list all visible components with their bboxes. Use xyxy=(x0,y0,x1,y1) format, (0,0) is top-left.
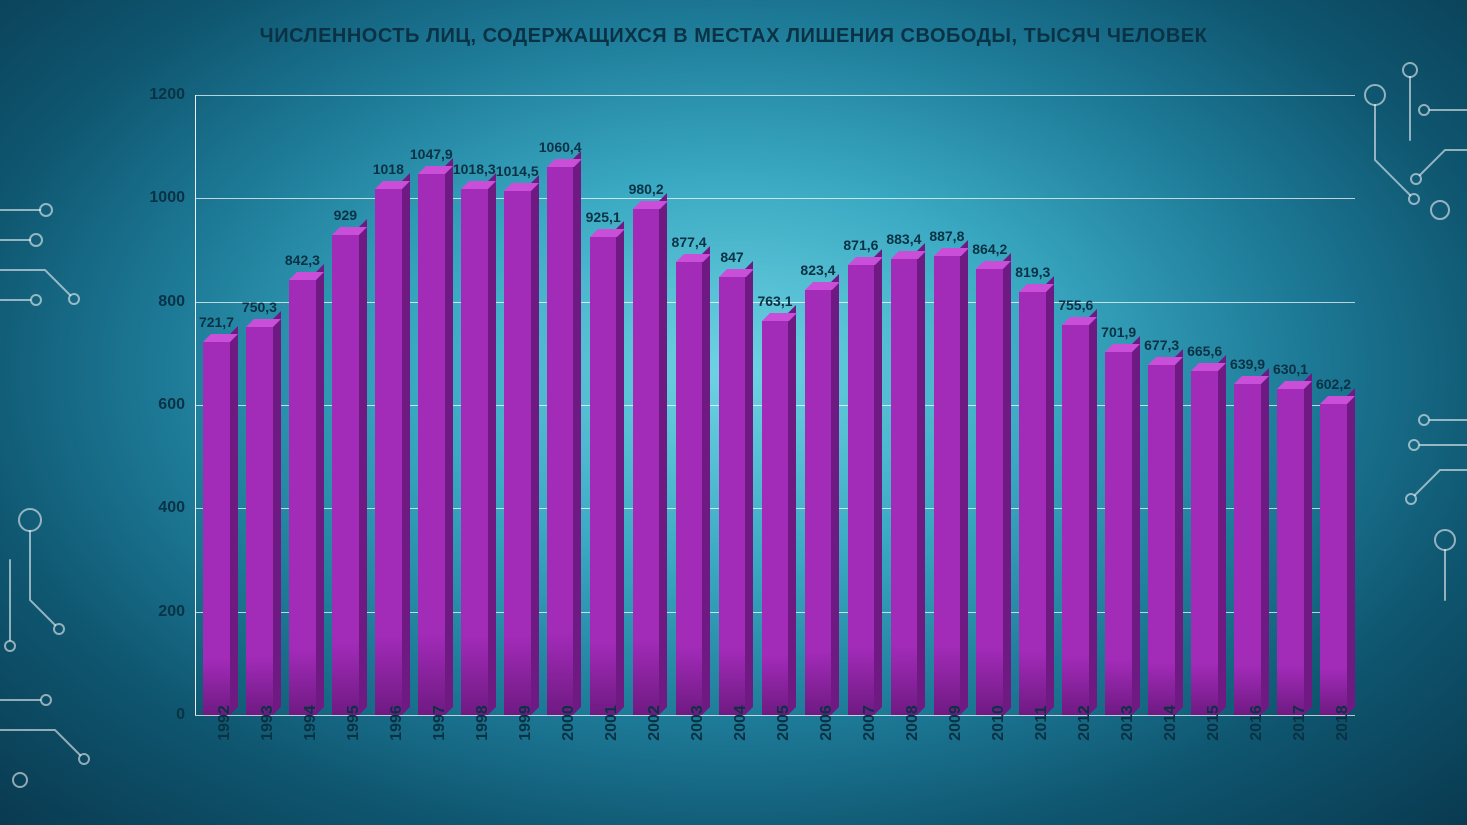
x-axis-tick: 2008 xyxy=(904,705,922,741)
x-axis-tick: 2010 xyxy=(990,705,1008,741)
y-axis-line xyxy=(195,95,196,715)
bar: 1047,91997 xyxy=(418,174,445,715)
bar-value-label: 1014,5 xyxy=(496,163,539,179)
x-axis-tick: 2004 xyxy=(732,705,750,741)
bar: 677,32014 xyxy=(1148,365,1175,715)
bar: 755,62012 xyxy=(1062,325,1089,715)
y-axis-tick: 0 xyxy=(125,706,185,724)
bar: 701,92013 xyxy=(1105,352,1132,715)
x-axis-tick: 2000 xyxy=(560,705,578,741)
bar-chart: 020040060080010001200721,71992750,319938… xyxy=(195,95,1355,715)
x-axis-tick: 1995 xyxy=(345,705,363,741)
bar-value-label: 877,4 xyxy=(672,234,707,250)
bar: 750,31993 xyxy=(246,327,273,715)
bar: 8472004 xyxy=(719,277,746,715)
x-axis-tick: 1993 xyxy=(259,705,277,741)
bar: 864,22010 xyxy=(976,269,1003,716)
bar: 883,42008 xyxy=(891,259,918,715)
bar: 639,92016 xyxy=(1234,384,1261,715)
chart-title: ЧИСЛЕННОСТЬ ЛИЦ, СОДЕРЖАЩИХСЯ В МЕСТАХ Л… xyxy=(0,25,1467,48)
bar: 887,82009 xyxy=(934,256,961,715)
bar: 877,42003 xyxy=(676,262,703,715)
x-axis-tick: 2005 xyxy=(775,705,793,741)
bar-value-label: 1060,4 xyxy=(539,139,582,155)
bar-value-label: 929 xyxy=(334,207,357,223)
bar-value-label: 602,2 xyxy=(1316,376,1351,392)
bar-value-label: 701,9 xyxy=(1101,324,1136,340)
bar: 763,12005 xyxy=(762,321,789,715)
x-axis-tick: 2016 xyxy=(1248,705,1266,741)
x-axis-tick: 1994 xyxy=(302,705,320,741)
bar: 871,62007 xyxy=(848,265,875,715)
bar-value-label: 823,4 xyxy=(800,262,835,278)
bar-value-label: 750,3 xyxy=(242,299,277,315)
bar-value-label: 980,2 xyxy=(629,181,664,197)
bar: 819,32011 xyxy=(1019,292,1046,715)
bar-value-label: 887,8 xyxy=(929,228,964,244)
bar: 925,12001 xyxy=(590,237,617,715)
bar-value-label: 842,3 xyxy=(285,252,320,268)
bar: 630,12017 xyxy=(1277,389,1304,715)
bar: 823,42006 xyxy=(805,290,832,715)
x-axis-tick: 2011 xyxy=(1033,706,1051,741)
bar-value-label: 639,9 xyxy=(1230,356,1265,372)
bar-value-label: 630,1 xyxy=(1273,361,1308,377)
bar-value-label: 883,4 xyxy=(886,231,921,247)
x-axis-tick: 2002 xyxy=(646,705,664,741)
bar: 1060,42000 xyxy=(547,167,574,715)
bar-value-label: 1018,3 xyxy=(453,161,496,177)
x-axis-tick: 1998 xyxy=(474,705,492,741)
bar-value-label: 755,6 xyxy=(1058,297,1093,313)
x-axis-tick: 2003 xyxy=(689,705,707,741)
bar-value-label: 763,1 xyxy=(757,293,792,309)
bar-value-label: 864,2 xyxy=(972,241,1007,257)
bar-value-label: 925,1 xyxy=(586,209,621,225)
x-axis-tick: 2006 xyxy=(818,705,836,741)
bar: 1014,51999 xyxy=(504,191,531,715)
gridline xyxy=(195,95,1355,96)
x-axis-tick: 2001 xyxy=(603,705,621,741)
bar-value-label: 1018 xyxy=(373,161,404,177)
x-axis-tick: 1999 xyxy=(517,705,535,741)
x-axis-tick: 2009 xyxy=(947,705,965,741)
y-axis-tick: 600 xyxy=(125,396,185,414)
bar: 842,31994 xyxy=(289,280,316,715)
bar-value-label: 1047,9 xyxy=(410,146,453,162)
bar-value-label: 721,7 xyxy=(199,314,234,330)
bar: 721,71992 xyxy=(203,342,230,715)
y-axis-tick: 1000 xyxy=(125,189,185,207)
x-axis-tick: 2018 xyxy=(1334,705,1352,741)
x-axis-tick: 2017 xyxy=(1291,705,1309,741)
bar: 980,22002 xyxy=(633,209,660,715)
y-axis-tick: 800 xyxy=(125,293,185,311)
x-axis-tick: 2007 xyxy=(861,705,879,741)
x-axis-tick: 1997 xyxy=(431,705,449,741)
bar-value-label: 665,6 xyxy=(1187,343,1222,359)
slide-stage: ЧИСЛЕННОСТЬ ЛИЦ, СОДЕРЖАЩИХСЯ В МЕСТАХ Л… xyxy=(0,0,1467,825)
x-axis-tick: 2013 xyxy=(1119,705,1137,741)
y-axis-tick: 400 xyxy=(125,499,185,517)
bar: 1018,31998 xyxy=(461,189,488,715)
x-axis-tick: 2012 xyxy=(1076,705,1094,741)
bar: 602,22018 xyxy=(1320,404,1347,715)
x-axis-tick: 2015 xyxy=(1205,705,1223,741)
y-axis-tick: 200 xyxy=(125,603,185,621)
gridline xyxy=(195,198,1355,199)
x-axis-tick: 1996 xyxy=(388,705,406,741)
x-axis-tick: 2014 xyxy=(1162,705,1180,741)
x-axis-tick: 1992 xyxy=(216,705,234,741)
bar-value-label: 871,6 xyxy=(843,237,878,253)
bar: 10181996 xyxy=(375,189,402,715)
bar: 9291995 xyxy=(332,235,359,715)
y-axis-tick: 1200 xyxy=(125,86,185,104)
bar-value-label: 847 xyxy=(720,249,743,265)
bar-value-label: 819,3 xyxy=(1015,264,1050,280)
bar: 665,62015 xyxy=(1191,371,1218,715)
bar-value-label: 677,3 xyxy=(1144,337,1179,353)
